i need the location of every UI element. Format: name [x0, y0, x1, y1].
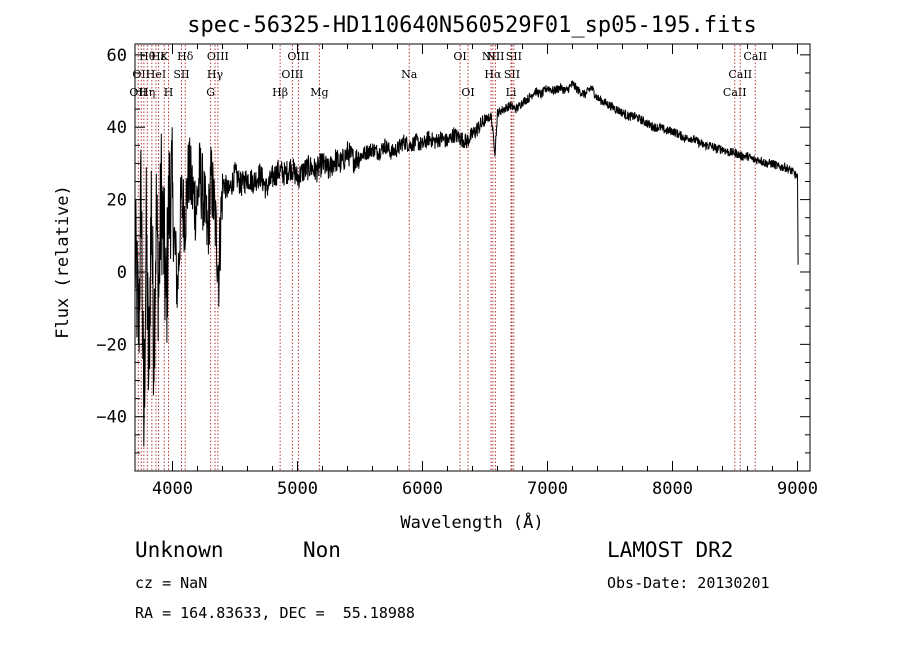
line-marker-label-26: SII — [506, 50, 522, 63]
line-markers: OIIOIIHHθηHeIHεKHSIIHδGHγOIIIHβOIIIOIIIM… — [129, 45, 767, 470]
y-tick-label: −20 — [96, 335, 127, 355]
line-marker-label-28: CaII — [728, 68, 752, 81]
coordinates: RA = 164.83633, DEC = 55.18988 — [135, 604, 415, 622]
line-marker-label-27: CaII — [723, 86, 747, 99]
y-tick-label: 0 — [117, 263, 127, 283]
line-marker-label-17: Mg — [310, 86, 328, 99]
line-marker-label-11: G — [206, 86, 215, 99]
line-marker-label-6: Hε — [151, 50, 167, 63]
object-class: Unknown — [135, 538, 224, 562]
chart-title: spec-56325-HD110640N560529F01_sp05-195.f… — [187, 13, 757, 38]
line-marker-label-20: OI — [461, 86, 474, 99]
x-tick-label: 5000 — [277, 479, 318, 499]
line-marker-label-14: Hβ — [272, 86, 288, 99]
x-tick-label: 6000 — [402, 479, 443, 499]
x-tick-label: 9000 — [777, 479, 818, 499]
line-marker-label-0: OII — [129, 86, 147, 99]
axis-ticks: 4000 5000 6000 7000 8000 9000 −40 −20 0 20 40 60 — [96, 44, 818, 499]
line-marker-label-16: OIII — [287, 50, 309, 63]
line-marker-label-15: OIII — [281, 68, 303, 81]
y-axis-label: Flux (relative) — [53, 185, 73, 339]
line-marker-label-1: OII — [132, 68, 150, 81]
line-marker-label-8: H — [164, 86, 174, 99]
object-subclass: Non — [303, 538, 341, 562]
survey-label: LAMOST DR2 — [607, 538, 734, 562]
line-marker-label-2: H — [139, 86, 149, 99]
line-marker-label-19: OI — [453, 50, 466, 63]
line-marker-label-22: Hα — [484, 68, 502, 81]
line-marker-label-25: SII — [504, 68, 520, 81]
plot-frame — [134, 43, 811, 472]
line-marker-label-9: SII — [173, 68, 189, 81]
redshift-value: cz = NaN — [135, 574, 208, 592]
line-marker-label-7: K — [160, 50, 169, 63]
y-tick-label: −40 — [96, 408, 127, 428]
y-tick-label: 60 — [107, 46, 127, 66]
line-marker-label-12: Hγ — [207, 68, 224, 81]
x-axis-label: Wavelength (Å) — [400, 511, 543, 533]
line-marker-label-13: OIII — [207, 50, 229, 63]
line-marker-label-29: CaII — [743, 50, 767, 63]
line-marker-label-4: η — [149, 86, 156, 99]
line-marker-label-18: Na — [401, 68, 418, 81]
y-tick-label: 20 — [107, 191, 127, 211]
line-marker-label-5: HeI — [146, 68, 166, 81]
line-marker-label-24: Li — [506, 86, 517, 99]
x-tick-label: 4000 — [152, 479, 193, 499]
x-tick-label: 7000 — [527, 479, 568, 499]
line-marker-label-10: Hδ — [177, 50, 194, 63]
y-tick-label: 40 — [107, 118, 127, 138]
obs-date: Obs-Date: 20130201 — [607, 574, 770, 592]
x-tick-label: 8000 — [652, 479, 693, 499]
flux-series-line — [134, 79, 799, 447]
line-marker-label-23: NII — [486, 50, 504, 63]
